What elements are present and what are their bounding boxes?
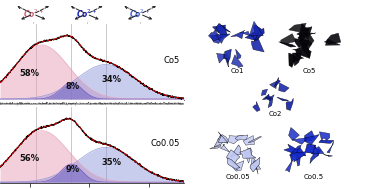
Text: Co0.5: Co0.5 <box>303 174 324 180</box>
Text: 35%: 35% <box>102 159 122 167</box>
Polygon shape <box>270 81 277 89</box>
Polygon shape <box>285 160 293 172</box>
Polygon shape <box>303 43 310 58</box>
Polygon shape <box>293 138 307 144</box>
Polygon shape <box>251 157 261 169</box>
Polygon shape <box>295 39 309 47</box>
Text: 58%: 58% <box>20 69 40 78</box>
Polygon shape <box>240 148 256 158</box>
Polygon shape <box>297 148 306 156</box>
Polygon shape <box>251 39 264 52</box>
Polygon shape <box>217 26 231 32</box>
Polygon shape <box>298 24 308 42</box>
Polygon shape <box>284 144 299 154</box>
Polygon shape <box>218 135 228 143</box>
Polygon shape <box>289 23 306 32</box>
Polygon shape <box>228 136 243 144</box>
Polygon shape <box>254 25 264 40</box>
Polygon shape <box>274 77 280 86</box>
Polygon shape <box>296 45 311 58</box>
Polygon shape <box>245 33 260 41</box>
Polygon shape <box>325 39 340 45</box>
Text: Co5: Co5 <box>164 56 180 65</box>
Polygon shape <box>301 27 312 40</box>
Polygon shape <box>211 35 224 43</box>
Polygon shape <box>305 144 316 155</box>
Polygon shape <box>210 145 221 149</box>
Polygon shape <box>310 148 319 163</box>
Polygon shape <box>212 25 225 33</box>
Polygon shape <box>280 34 296 44</box>
Polygon shape <box>243 136 254 146</box>
Polygon shape <box>250 157 260 172</box>
Text: Co5: Co5 <box>303 68 316 74</box>
Polygon shape <box>300 33 316 37</box>
Polygon shape <box>261 89 268 96</box>
Text: Co$^{2+}$: Co$^{2+}$ <box>23 8 44 20</box>
Polygon shape <box>215 34 230 43</box>
Polygon shape <box>231 145 240 157</box>
Polygon shape <box>209 29 222 41</box>
Polygon shape <box>218 132 228 143</box>
Polygon shape <box>217 53 228 63</box>
Text: 9%: 9% <box>65 165 80 174</box>
Text: 34%: 34% <box>102 75 122 84</box>
Polygon shape <box>286 98 293 110</box>
Polygon shape <box>279 83 289 92</box>
Text: Co$^{2+}$: Co$^{2+}$ <box>130 8 151 20</box>
Polygon shape <box>319 140 334 143</box>
Polygon shape <box>235 49 241 59</box>
Polygon shape <box>248 136 261 143</box>
Polygon shape <box>290 145 301 157</box>
Polygon shape <box>262 94 271 101</box>
Polygon shape <box>231 30 245 39</box>
Polygon shape <box>311 146 324 154</box>
Polygon shape <box>277 97 289 101</box>
Polygon shape <box>319 132 330 142</box>
Polygon shape <box>232 161 244 171</box>
Polygon shape <box>297 28 309 40</box>
Polygon shape <box>314 146 321 156</box>
Polygon shape <box>235 135 248 140</box>
Polygon shape <box>244 147 252 163</box>
Text: Co0.05: Co0.05 <box>150 139 180 148</box>
Text: Co1: Co1 <box>231 68 245 74</box>
Polygon shape <box>324 33 341 44</box>
Polygon shape <box>301 33 314 46</box>
Polygon shape <box>304 131 315 141</box>
Text: Co$^{2+}$: Co$^{2+}$ <box>76 8 97 20</box>
Polygon shape <box>228 158 240 170</box>
Text: 8%: 8% <box>65 82 80 91</box>
Polygon shape <box>214 135 222 147</box>
Polygon shape <box>216 24 227 38</box>
Polygon shape <box>253 160 258 174</box>
Polygon shape <box>226 150 240 165</box>
Polygon shape <box>305 135 319 145</box>
Polygon shape <box>279 42 296 47</box>
Polygon shape <box>288 128 299 141</box>
Polygon shape <box>266 95 274 100</box>
Polygon shape <box>293 49 302 51</box>
Polygon shape <box>224 49 231 63</box>
Polygon shape <box>220 144 229 152</box>
Polygon shape <box>293 53 302 66</box>
Text: 56%: 56% <box>20 154 40 163</box>
Polygon shape <box>290 152 305 162</box>
Polygon shape <box>224 53 229 67</box>
Polygon shape <box>249 21 263 36</box>
Polygon shape <box>296 154 301 166</box>
Polygon shape <box>289 53 299 67</box>
Polygon shape <box>240 31 250 36</box>
Text: Co2: Co2 <box>269 111 282 117</box>
Polygon shape <box>268 97 273 108</box>
Polygon shape <box>327 141 333 153</box>
Polygon shape <box>231 55 243 67</box>
Polygon shape <box>324 155 333 156</box>
Polygon shape <box>294 53 304 60</box>
Polygon shape <box>299 39 312 53</box>
Polygon shape <box>251 33 258 41</box>
Text: Co0.05: Co0.05 <box>225 174 250 180</box>
Polygon shape <box>253 101 260 112</box>
